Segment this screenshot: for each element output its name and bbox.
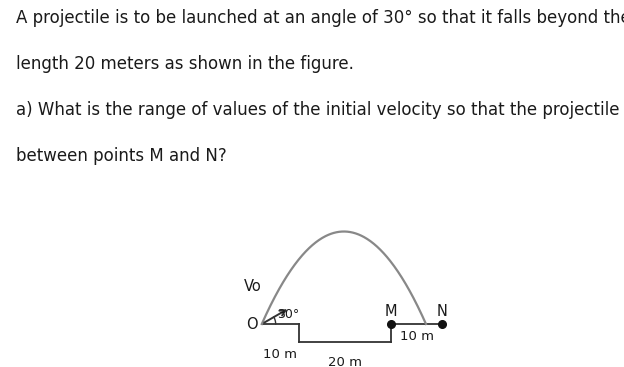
Text: A projectile is to be launched at an angle of 30° so that it falls beyond the po: A projectile is to be launched at an ang… <box>16 9 624 27</box>
Text: 10 m: 10 m <box>400 330 434 342</box>
Text: between points M and N?: between points M and N? <box>16 147 227 165</box>
Text: length 20 meters as shown in the figure.: length 20 meters as shown in the figure. <box>16 55 353 73</box>
Text: O: O <box>246 316 258 331</box>
Text: N: N <box>437 304 447 319</box>
Text: M: M <box>385 304 397 319</box>
Text: 10 m: 10 m <box>263 348 297 361</box>
Text: 20 m: 20 m <box>328 356 362 367</box>
Text: a) What is the range of values of the initial velocity so that the projectile fa: a) What is the range of values of the in… <box>16 101 624 119</box>
Text: 30°: 30° <box>277 308 300 321</box>
Text: Vo: Vo <box>244 279 261 294</box>
